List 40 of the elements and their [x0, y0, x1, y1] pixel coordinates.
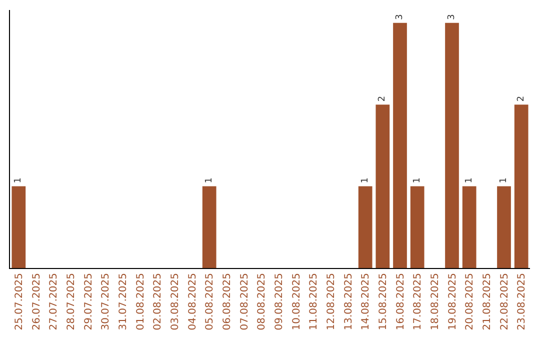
data-label: 3 — [395, 14, 405, 20]
x-tick-label: 12.08.2025 — [326, 273, 337, 330]
x-tick-label: 08.08.2025 — [256, 273, 268, 330]
x-tick-label: 26.07.2025 — [31, 273, 42, 330]
data-label: 2 — [516, 96, 526, 102]
x-tick-label: 25.07.2025 — [14, 273, 25, 330]
x-tick-label: 18.08.2025 — [430, 273, 441, 330]
x-tick-label: 14.08.2025 — [360, 273, 372, 330]
x-tick-label: 30.07.2025 — [100, 273, 112, 330]
x-tick-label: 11.08.2025 — [308, 273, 320, 330]
x-tick-label: 05.08.2025 — [204, 273, 216, 330]
x-tick-label: 29.07.2025 — [83, 273, 94, 330]
x-tick-label: 27.07.2025 — [48, 273, 60, 330]
data-label: 1 — [204, 178, 214, 184]
x-tick-label: 20.08.2025 — [464, 273, 476, 330]
data-label: 1 — [499, 178, 509, 184]
x-tick-label: 13.08.2025 — [343, 273, 354, 330]
x-tick-label: 09.08.2025 — [274, 273, 285, 330]
x-tick-label: 17.08.2025 — [412, 273, 424, 330]
x-tick-label: 31.07.2025 — [118, 273, 129, 330]
x-tick-label: 19.08.2025 — [447, 273, 458, 330]
x-tick-label: 06.08.2025 — [222, 273, 233, 330]
data-label: 1 — [360, 178, 370, 184]
x-tick-label: 23.08.2025 — [516, 273, 528, 330]
x-tick-label: 02.08.2025 — [152, 273, 164, 330]
data-label: 1 — [464, 178, 474, 184]
data-label: 1 — [14, 178, 24, 184]
data-label: 1 — [412, 178, 422, 184]
x-tick-label: 07.08.2025 — [239, 273, 250, 330]
x-tick-label: 15.08.2025 — [378, 273, 389, 330]
x-tick-label: 04.08.2025 — [187, 273, 198, 330]
data-label: 2 — [378, 96, 388, 102]
x-tick-label: 28.07.2025 — [66, 273, 77, 330]
data-label: 3 — [447, 14, 457, 20]
x-tick-label: 03.08.2025 — [170, 273, 181, 330]
x-tick-label: 10.08.2025 — [291, 273, 302, 330]
x-tick-label: 16.08.2025 — [395, 273, 406, 330]
x-tick-label: 01.08.2025 — [135, 273, 146, 330]
x-tick-label: 22.08.2025 — [499, 273, 510, 330]
x-tick-label: 21.08.2025 — [482, 273, 493, 330]
